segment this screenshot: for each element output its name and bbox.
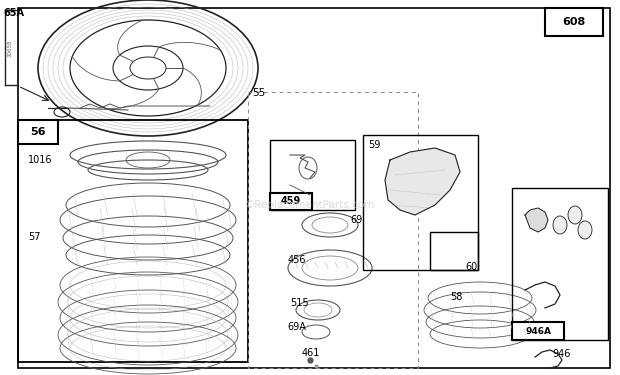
Bar [18, 120, 248, 362]
Polygon shape [385, 148, 460, 215]
Text: 456: 456 [288, 255, 306, 265]
Bar [18, 120, 58, 144]
Text: 69A: 69A [287, 322, 306, 332]
Bar [270, 140, 355, 210]
Text: 60: 60 [465, 262, 477, 272]
Text: 65A: 65A [3, 8, 24, 18]
Polygon shape [525, 208, 548, 232]
Text: 946A: 946A [525, 327, 551, 336]
Text: 56: 56 [30, 127, 46, 137]
Bar [430, 232, 478, 270]
Text: 55: 55 [252, 88, 265, 98]
Text: 30658: 30658 [7, 39, 12, 57]
Text: 608: 608 [562, 17, 586, 27]
Bar [545, 8, 603, 36]
Ellipse shape [578, 221, 592, 239]
Ellipse shape [553, 216, 567, 234]
Text: 946: 946 [552, 349, 570, 359]
Text: 1016: 1016 [28, 155, 53, 165]
Text: ©ReplacementParts.com: ©ReplacementParts.com [245, 200, 375, 210]
Bar [363, 135, 478, 270]
Bar [270, 193, 312, 210]
Text: 69: 69 [350, 215, 362, 225]
Text: 59: 59 [368, 140, 381, 150]
Bar [248, 92, 418, 368]
Text: 459: 459 [281, 196, 301, 207]
Bar [512, 188, 608, 340]
Ellipse shape [568, 206, 582, 224]
Text: 58: 58 [450, 292, 463, 302]
Text: 461: 461 [302, 348, 321, 358]
Text: 515: 515 [290, 298, 309, 308]
Text: 57: 57 [28, 232, 40, 242]
Bar [512, 322, 564, 340]
